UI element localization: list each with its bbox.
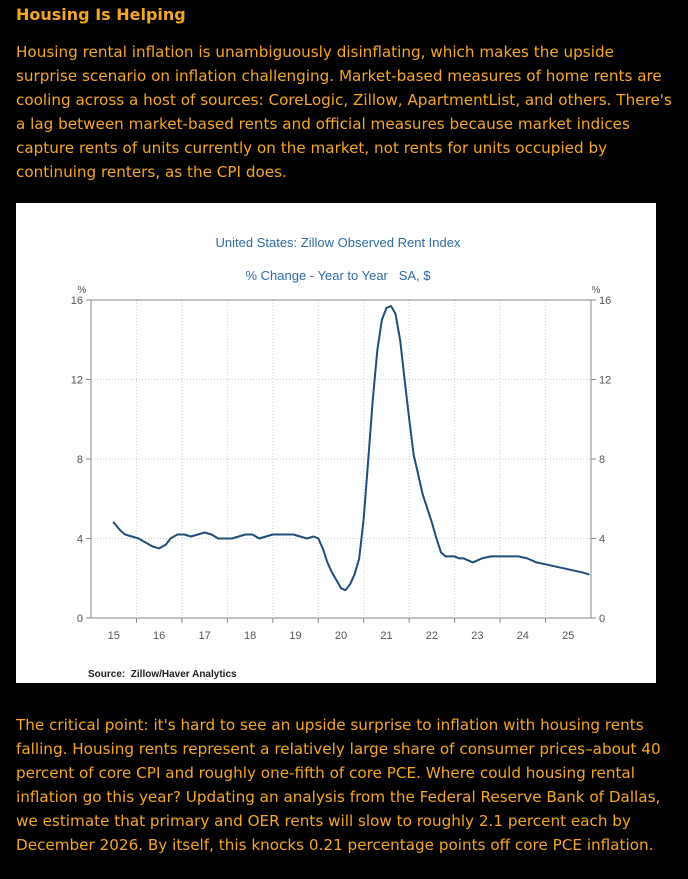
y-tick-label-left: 0: [77, 613, 83, 625]
chart-subtitle: % Change - Year to Year SA, $: [245, 268, 431, 283]
y-tick-label-right: 12: [599, 375, 611, 387]
x-tick-label: 23: [471, 630, 483, 642]
x-tick-label: 24: [517, 630, 529, 642]
x-tick-label: 18: [244, 630, 256, 642]
x-tick-label: 15: [108, 630, 120, 642]
y-tick-label-left: 12: [71, 375, 83, 387]
chart-panel: United States: Zillow Observed Rent Inde…: [16, 203, 656, 683]
y-axis-label-left: %: [78, 285, 87, 296]
x-tick-label: 16: [153, 630, 165, 642]
x-tick-label: 25: [562, 630, 574, 642]
x-tick-label: 22: [426, 630, 438, 642]
x-tick-label: 21: [380, 630, 392, 642]
y-tick-label-right: 8: [599, 454, 605, 466]
x-tick-label: 20: [335, 630, 347, 642]
intro-paragraph: Housing rental inflation is unambiguousl…: [16, 43, 672, 181]
y-tick-label-left: 8: [77, 454, 83, 466]
chart-title: United States: Zillow Observed Rent Inde…: [216, 235, 461, 250]
series-line: [112, 305, 590, 592]
analysis-paragraph: The critical point: it's hard to see an …: [16, 716, 661, 854]
x-tick-label: 19: [289, 630, 301, 642]
y-tick-label-right: 0: [599, 613, 605, 625]
y-tick-label-right: 16: [599, 295, 611, 307]
section-heading: Housing Is Helping: [16, 5, 186, 24]
rent-index-chart: United States: Zillow Observed Rent Inde…: [71, 235, 612, 680]
y-tick-label-right: 4: [599, 534, 605, 546]
y-axis-label-right: %: [592, 285, 601, 296]
x-tick-label: 17: [199, 630, 211, 642]
chart-source: Source: Zillow/Haver Analytics: [88, 669, 237, 680]
y-tick-label-left: 4: [77, 534, 83, 546]
y-tick-label-left: 16: [71, 295, 83, 307]
